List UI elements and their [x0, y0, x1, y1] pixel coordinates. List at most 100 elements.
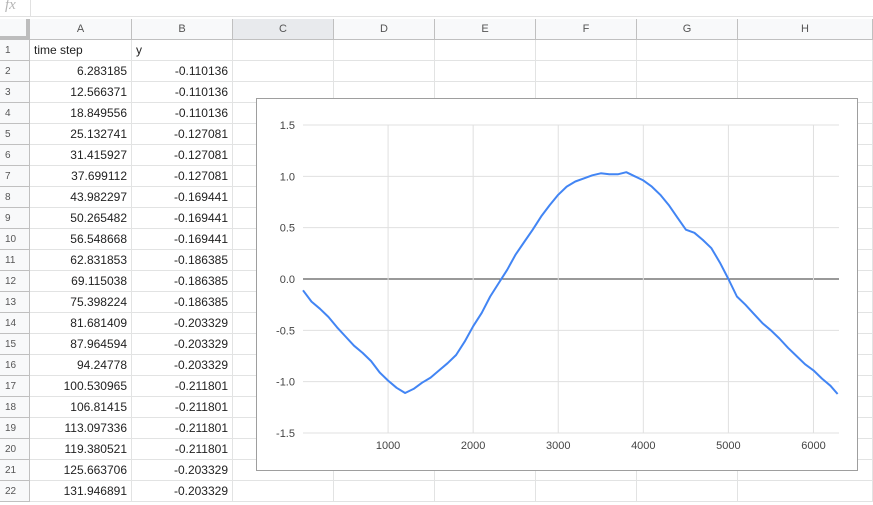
- column-header-e[interactable]: E: [435, 19, 536, 40]
- row-header[interactable]: 17: [0, 376, 30, 397]
- cell-a8[interactable]: 43.982297: [30, 187, 132, 208]
- row-header[interactable]: 19: [0, 418, 30, 439]
- cell-a17[interactable]: 100.530965: [30, 376, 132, 397]
- cell-a14[interactable]: 81.681409: [30, 313, 132, 334]
- y-tick-label: 0.0: [280, 274, 295, 286]
- cell-a12[interactable]: 69.115038: [30, 271, 132, 292]
- cell-c1[interactable]: [233, 40, 334, 61]
- cell-c2[interactable]: [233, 61, 334, 82]
- row-header[interactable]: 10: [0, 229, 30, 250]
- row-header[interactable]: 5: [0, 124, 30, 145]
- cell-b7[interactable]: -0.127081: [132, 166, 233, 187]
- row-header[interactable]: 8: [0, 187, 30, 208]
- cell-a4[interactable]: 18.849556: [30, 103, 132, 124]
- cell-b14[interactable]: -0.203329: [132, 313, 233, 334]
- cell-a3[interactable]: 12.566371: [30, 82, 132, 103]
- y-tick-label: -1.0: [276, 377, 295, 389]
- cell-d2[interactable]: [334, 61, 435, 82]
- cell-b9[interactable]: -0.169441: [132, 208, 233, 229]
- cell-a21[interactable]: 125.663706: [30, 460, 132, 481]
- column-header-d[interactable]: D: [334, 19, 435, 40]
- cell-a15[interactable]: 87.964594: [30, 334, 132, 355]
- cell-h1[interactable]: [738, 40, 873, 61]
- cell-h2[interactable]: [738, 61, 873, 82]
- row-header[interactable]: 21: [0, 460, 30, 481]
- cell-a22[interactable]: 131.946891: [30, 481, 132, 502]
- cell-a7[interactable]: 37.699112: [30, 166, 132, 187]
- cell-a9[interactable]: 50.265482: [30, 208, 132, 229]
- row-header[interactable]: 7: [0, 166, 30, 187]
- cell-a5[interactable]: 25.132741: [30, 124, 132, 145]
- row-header[interactable]: 1: [0, 40, 30, 61]
- cell-b22[interactable]: -0.203329: [132, 481, 233, 502]
- cell-g2[interactable]: [637, 61, 738, 82]
- cell-a18[interactable]: 106.81415: [30, 397, 132, 418]
- cell-e22[interactable]: [435, 481, 536, 502]
- column-header-c[interactable]: C: [233, 19, 334, 40]
- column-header-f[interactable]: F: [536, 19, 637, 40]
- cell-f2[interactable]: [536, 61, 637, 82]
- column-header-g[interactable]: G: [637, 19, 738, 40]
- row-header[interactable]: 14: [0, 313, 30, 334]
- column-header-a[interactable]: A: [30, 19, 132, 40]
- cell-a20[interactable]: 119.380521: [30, 439, 132, 460]
- cell-b10[interactable]: -0.169441: [132, 229, 233, 250]
- cell-a6[interactable]: 31.415927: [30, 145, 132, 166]
- cell-g22[interactable]: [637, 481, 738, 502]
- cell-a13[interactable]: 75.398224: [30, 292, 132, 313]
- row-header[interactable]: 9: [0, 208, 30, 229]
- cell-b2[interactable]: -0.110136: [132, 61, 233, 82]
- cell-b12[interactable]: -0.186385: [132, 271, 233, 292]
- cell-b18[interactable]: -0.211801: [132, 397, 233, 418]
- row-header[interactable]: 12: [0, 271, 30, 292]
- cell-d1[interactable]: [334, 40, 435, 61]
- line-chart[interactable]: 1.5 1.0 0.5 0.0 -0.5 -1.0 -1.5 1000 2000 3000 4000…: [256, 98, 858, 471]
- cell-b5[interactable]: -0.127081: [132, 124, 233, 145]
- row-header[interactable]: 16: [0, 355, 30, 376]
- formula-bar: fx: [0, 0, 873, 17]
- select-all-corner[interactable]: [0, 19, 30, 40]
- cell-b8[interactable]: -0.169441: [132, 187, 233, 208]
- column-header-h[interactable]: H: [738, 19, 873, 40]
- cell-a11[interactable]: 62.831853: [30, 250, 132, 271]
- row-header[interactable]: 6: [0, 145, 30, 166]
- cell-a1[interactable]: time step: [30, 40, 132, 61]
- cell-a10[interactable]: 56.548668: [30, 229, 132, 250]
- cell-b6[interactable]: -0.127081: [132, 145, 233, 166]
- cell-f22[interactable]: [536, 481, 637, 502]
- cell-b3[interactable]: -0.110136: [132, 82, 233, 103]
- cell-b15[interactable]: -0.203329: [132, 334, 233, 355]
- cell-d22[interactable]: [334, 481, 435, 502]
- cell-b21[interactable]: -0.203329: [132, 460, 233, 481]
- cell-b13[interactable]: -0.186385: [132, 292, 233, 313]
- cell-b1[interactable]: y: [132, 40, 233, 61]
- column-header-b[interactable]: B: [132, 19, 233, 40]
- row-header[interactable]: 2: [0, 61, 30, 82]
- x-tick-label: 2000: [461, 440, 485, 452]
- cell-b16[interactable]: -0.203329: [132, 355, 233, 376]
- cell-c22[interactable]: [233, 481, 334, 502]
- cell-g1[interactable]: [637, 40, 738, 61]
- cell-f1[interactable]: [536, 40, 637, 61]
- row-header[interactable]: 13: [0, 292, 30, 313]
- cell-b4[interactable]: -0.110136: [132, 103, 233, 124]
- cell-a2[interactable]: 6.283185: [30, 61, 132, 82]
- cell-h22[interactable]: [738, 481, 873, 502]
- row-header[interactable]: 18: [0, 397, 30, 418]
- row-header[interactable]: 15: [0, 334, 30, 355]
- cell-e2[interactable]: [435, 61, 536, 82]
- cell-a19[interactable]: 113.097336: [30, 418, 132, 439]
- row-header[interactable]: 11: [0, 250, 30, 271]
- row-header[interactable]: 20: [0, 439, 30, 460]
- y-tick-label: 0.5: [280, 223, 295, 235]
- y-tick-label: -1.5: [276, 428, 295, 440]
- cell-b19[interactable]: -0.211801: [132, 418, 233, 439]
- cell-b17[interactable]: -0.211801: [132, 376, 233, 397]
- cell-b11[interactable]: -0.186385: [132, 250, 233, 271]
- row-header[interactable]: 4: [0, 103, 30, 124]
- row-header[interactable]: 3: [0, 82, 30, 103]
- cell-b20[interactable]: -0.211801: [132, 439, 233, 460]
- cell-a16[interactable]: 94.24778: [30, 355, 132, 376]
- row-header[interactable]: 22: [0, 481, 30, 502]
- cell-e1[interactable]: [435, 40, 536, 61]
